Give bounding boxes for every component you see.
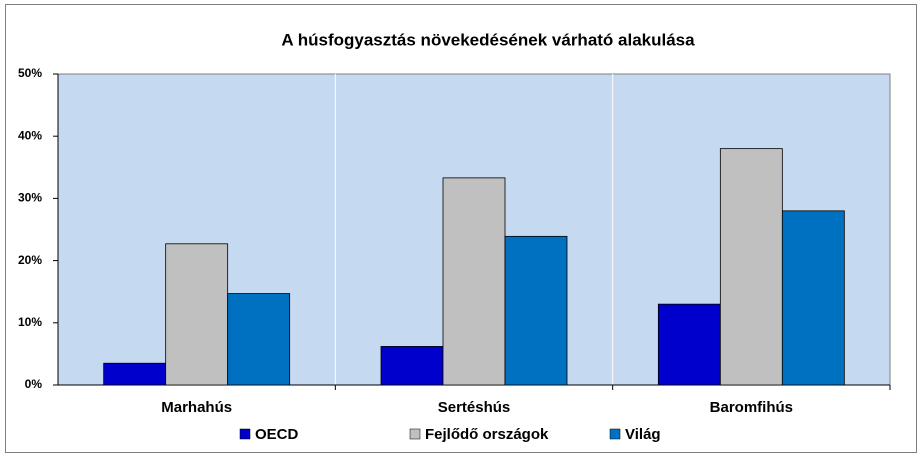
legend-label: OECD — [255, 426, 299, 443]
legend-label: Fejlődő országok — [425, 426, 549, 443]
y-tick-label: 0% — [25, 377, 43, 391]
legend-label: Világ — [625, 426, 661, 443]
bar — [442, 177, 506, 386]
chart-title: A húsfogyasztás növekedésének várható al… — [281, 30, 695, 49]
bar — [380, 346, 444, 386]
legend-swatch — [609, 428, 621, 440]
y-tick-label: 20% — [18, 253, 42, 267]
y-tick-label: 30% — [18, 191, 42, 205]
x-tick-label: Baromfihús — [710, 399, 793, 416]
bar — [781, 210, 845, 386]
y-tick-label: 40% — [18, 128, 42, 142]
y-tick-label: 10% — [18, 315, 42, 329]
legend-swatch — [409, 428, 421, 440]
y-tick-label: 50% — [18, 66, 42, 80]
bar — [504, 235, 568, 386]
legend-swatch — [239, 428, 251, 440]
bar — [165, 243, 229, 386]
bar — [657, 303, 721, 386]
x-tick-label: Marhahús — [161, 399, 232, 416]
x-tick-label: Sertéshús — [438, 399, 511, 416]
bar — [719, 148, 783, 386]
bar — [227, 293, 291, 386]
bar — [103, 362, 167, 386]
